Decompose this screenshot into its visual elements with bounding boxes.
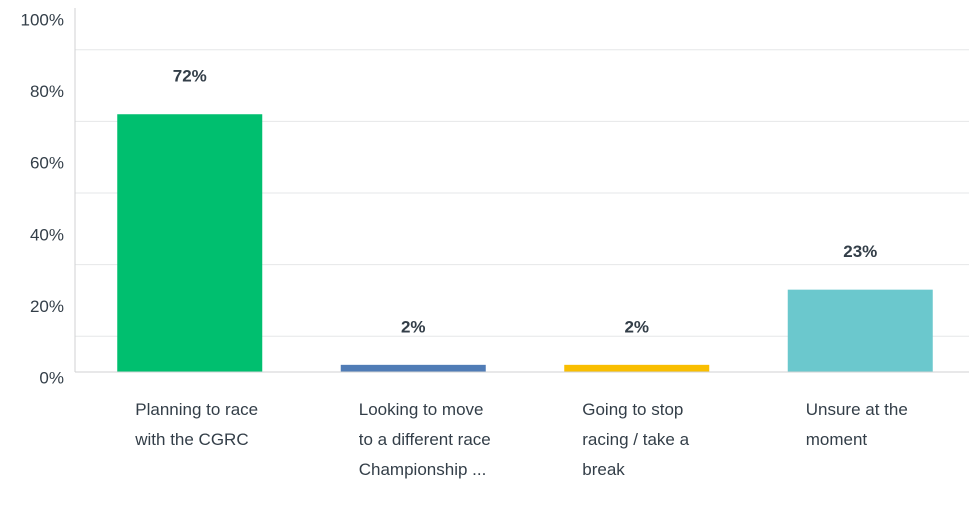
value-label: 23% [843, 242, 877, 261]
y-tick-label: 20% [30, 297, 64, 316]
x-tick-label: Looking to move to a different race Cham… [358, 400, 491, 479]
value-label: 2% [401, 317, 426, 336]
y-tick-label: 60% [30, 154, 64, 173]
y-tick-label: 0% [39, 368, 64, 387]
x-tick-label: Going to stop racing / take a break [582, 400, 690, 479]
y-tick-label: 100% [21, 10, 64, 29]
value-label: 2% [624, 317, 649, 336]
bar [340, 364, 486, 372]
value-label: 72% [173, 67, 207, 86]
x-tick-label: Unsure at the moment [805, 400, 908, 449]
y-tick-label: 80% [30, 82, 64, 101]
bar [787, 289, 933, 372]
y-tick-label: 40% [30, 225, 64, 244]
bar [117, 114, 263, 373]
bar [564, 364, 710, 372]
x-tick-label: Planning to race with the CGRC [135, 400, 259, 449]
